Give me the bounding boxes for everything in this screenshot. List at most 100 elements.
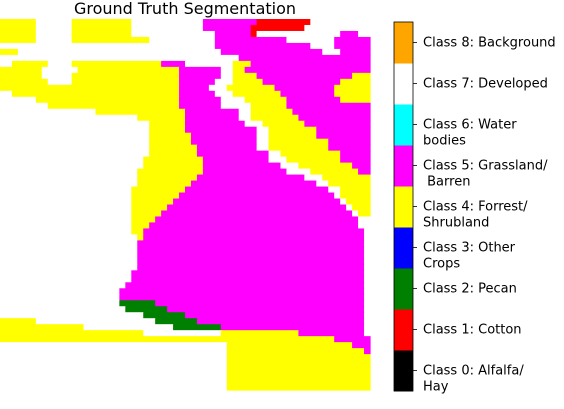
heatmap-cell-run	[167, 306, 365, 313]
heatmap-cell-run	[131, 222, 150, 230]
heatmap-cell-run	[83, 324, 174, 331]
heatmap-cell-run	[0, 186, 132, 194]
heatmap-cell-run	[304, 120, 371, 128]
colorbar-label-line: Class 4: Forrest/	[423, 200, 528, 215]
heatmap-cell-run	[220, 324, 365, 331]
heatmap-cell-run	[304, 174, 323, 182]
colorbar-label-class-8: Class 8: Background	[423, 36, 556, 51]
heatmap-cell-run	[0, 126, 150, 134]
heatmap-cell-run	[0, 234, 138, 241]
heatmap-cell-run	[220, 330, 299, 337]
heatmap-cell-run	[173, 198, 341, 206]
colorbar-label-line: Shrubland	[423, 216, 489, 231]
heatmap-cell-run	[35, 36, 73, 44]
heatmap-cell-run	[226, 348, 365, 355]
heatmap-cell-run	[358, 222, 371, 230]
heatmap-cell-run	[0, 174, 138, 182]
heatmap-cell-run	[131, 19, 204, 26]
heatmap-cell-run	[358, 168, 371, 176]
heatmap-cell-run	[0, 342, 228, 349]
colorbar-label-class-1: Class 1: Cotton	[423, 323, 522, 338]
colorbar-swatch-class-4	[394, 186, 413, 228]
heatmap-cell-run	[196, 144, 258, 152]
heatmap-cell-run	[0, 306, 126, 313]
heatmap-cell-run	[35, 24, 73, 32]
colorbar-label-line: Class 1: Cotton	[423, 323, 522, 338]
colorbar-label-line: Class 8: Background	[423, 36, 556, 51]
heatmap-cell-run	[0, 204, 132, 212]
heatmap-cell-run	[149, 126, 186, 134]
heatmap-cell-run	[0, 198, 132, 206]
heatmap-cell-run	[0, 168, 138, 176]
heatmap-cell-run	[238, 114, 252, 122]
heatmap-cell-run	[328, 186, 341, 194]
heatmap-cell-run	[0, 42, 216, 50]
colorbar-swatch-class-0	[394, 350, 413, 392]
heatmap-cell-run	[0, 102, 49, 110]
heatmap-cell-run	[137, 252, 365, 259]
heatmap-cell-run	[0, 378, 228, 385]
heatmap-cell-run	[250, 114, 299, 122]
heatmap-cell-run	[0, 228, 132, 236]
class-colorbar	[393, 21, 417, 392]
heatmap-cell-run	[47, 102, 180, 110]
heatmap-cell-run	[0, 264, 138, 271]
heatmap-cell-run	[131, 186, 186, 194]
heatmap-cell-run	[185, 108, 240, 116]
heatmap-cell-run	[268, 132, 317, 140]
heatmap-cell-run	[0, 84, 180, 92]
heatmap-cell-run	[340, 78, 371, 86]
heatmap-cell-run	[71, 78, 180, 86]
heatmap-cell-run	[0, 156, 144, 164]
heatmap-cell-run	[202, 24, 252, 32]
heatmap-cell-run	[364, 246, 371, 253]
heatmap-cell-run	[0, 246, 138, 253]
heatmap-cell-run	[250, 102, 288, 110]
heatmap-cell-run	[298, 330, 365, 337]
heatmap-cell-run	[220, 96, 246, 104]
heatmap-cell-run	[0, 30, 37, 38]
colorbar-label-class-2: Class 2: Pecan	[423, 282, 517, 297]
heatmap-cell-run	[179, 90, 216, 98]
heatmap-cell-run	[286, 168, 311, 176]
heatmap-cell-run	[149, 120, 186, 128]
heatmap-cell-run	[125, 282, 365, 289]
heatmap-cell-run	[340, 192, 371, 200]
heatmap-cell-run	[274, 84, 335, 92]
heatmap-cell-run	[0, 348, 228, 355]
heatmap-cell-run	[17, 48, 222, 56]
heatmap-cell-run	[244, 120, 264, 128]
heatmap-cell-run	[0, 330, 144, 337]
heatmap-cell-run	[202, 162, 282, 170]
heatmap-cell-run	[280, 90, 335, 98]
heatmap-cell-run	[185, 120, 246, 128]
heatmap-cell-run	[0, 19, 37, 26]
heatmap-cell-run	[0, 192, 132, 200]
heatmap-cell-run	[0, 288, 120, 295]
heatmap-cell-run	[131, 24, 204, 32]
heatmap-cell-run	[137, 240, 365, 247]
heatmap-cell-run	[0, 24, 37, 32]
heatmap-cell-run	[202, 19, 258, 26]
colorbar-label-line: Class 3: Other	[423, 241, 516, 256]
colorbar-label-line: Barren	[423, 175, 470, 190]
heatmap-cell-run	[340, 96, 371, 104]
heatmap-cell-run	[226, 342, 353, 349]
heatmap-cell-run	[131, 228, 144, 236]
heatmap-cell-run	[0, 300, 120, 307]
heatmap-cell-run	[137, 180, 192, 188]
heatmap-cell-run	[143, 312, 186, 319]
heatmap-cell-run	[286, 36, 335, 44]
heatmap-cell-run	[214, 90, 234, 98]
heatmap-cell-run	[310, 42, 335, 50]
heatmap-cell-run	[0, 258, 138, 265]
heatmap-cell-run	[71, 72, 180, 80]
heatmap-cell-run	[71, 24, 132, 32]
heatmap-cell-run	[364, 318, 371, 325]
heatmap-cell-run	[149, 144, 198, 152]
heatmap-cell-run	[340, 48, 371, 56]
heatmap-cell-run	[185, 312, 365, 319]
heatmap-cell-run	[185, 126, 258, 134]
heatmap-cell-run	[149, 222, 359, 230]
heatmap-cell-run	[0, 324, 85, 331]
